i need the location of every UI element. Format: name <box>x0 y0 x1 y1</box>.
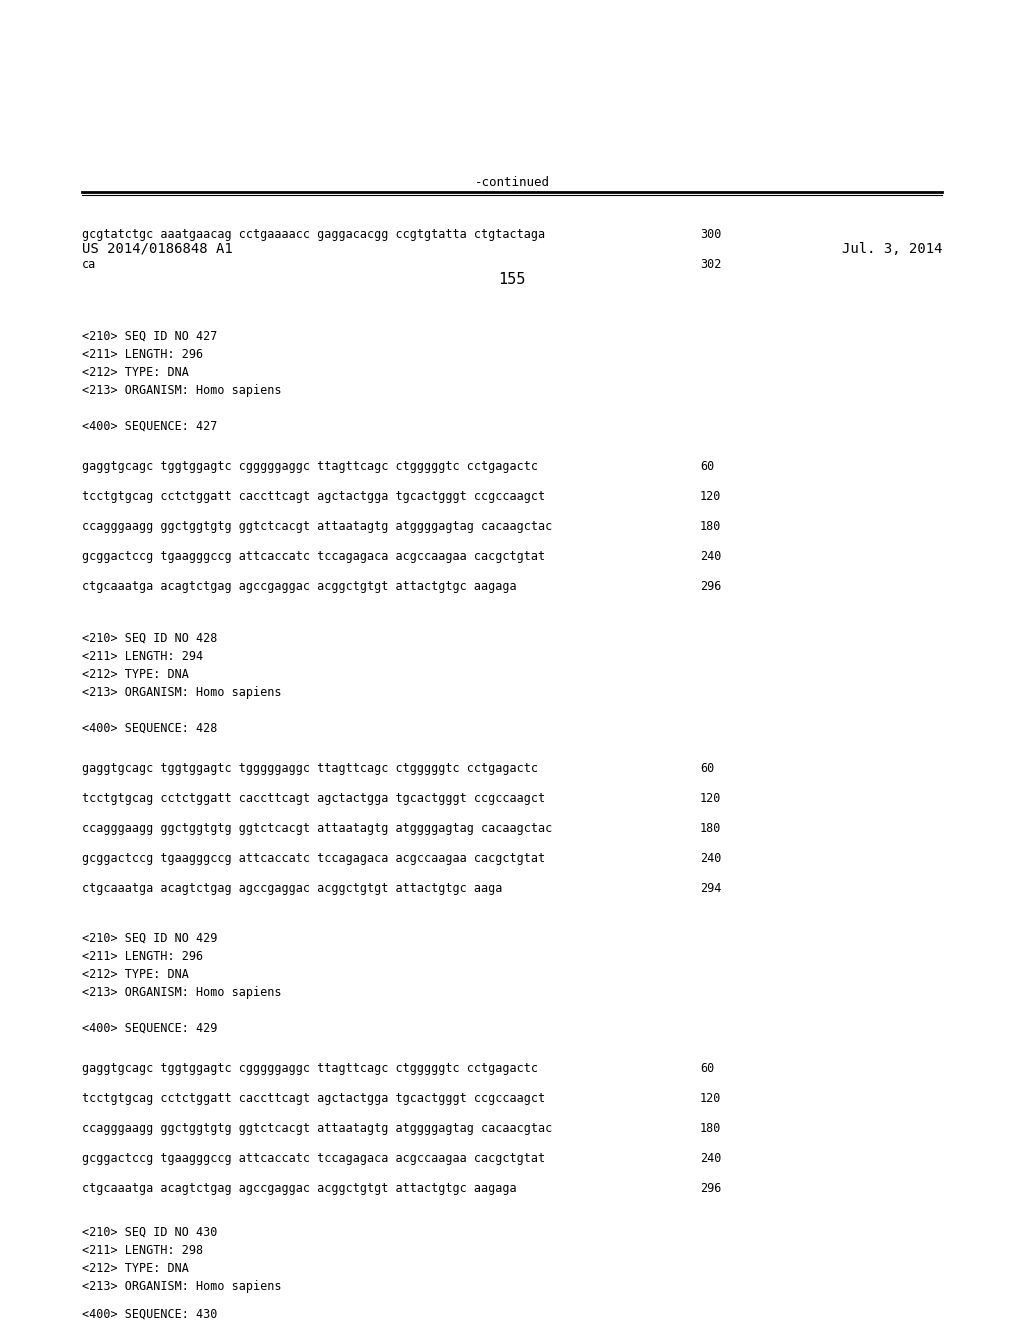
Text: gaggtgcagc tggtggagtc tgggggaggc ttagttcagc ctgggggtc cctgagactc: gaggtgcagc tggtggagtc tgggggaggc ttagttc… <box>82 762 538 775</box>
Text: 60: 60 <box>700 1063 715 1074</box>
Text: tcctgtgcag cctctggatt caccttcagt agctactgga tgcactgggt ccgccaagct: tcctgtgcag cctctggatt caccttcagt agctact… <box>82 490 545 503</box>
Text: 120: 120 <box>700 490 721 503</box>
Text: <212> TYPE: DNA: <212> TYPE: DNA <box>82 1262 188 1275</box>
Text: <213> ORGANISM: Homo sapiens: <213> ORGANISM: Homo sapiens <box>82 686 282 700</box>
Text: 155: 155 <box>499 272 525 286</box>
Text: <400> SEQUENCE: 430: <400> SEQUENCE: 430 <box>82 1308 217 1320</box>
Text: 60: 60 <box>700 762 715 775</box>
Text: US 2014/0186848 A1: US 2014/0186848 A1 <box>82 242 232 256</box>
Text: <211> LENGTH: 294: <211> LENGTH: 294 <box>82 649 203 663</box>
Text: <211> LENGTH: 296: <211> LENGTH: 296 <box>82 950 203 964</box>
Text: gcgtatctgc aaatgaacag cctgaaaacc gaggacacgg ccgtgtatta ctgtactaga: gcgtatctgc aaatgaacag cctgaaaacc gaggaca… <box>82 228 545 242</box>
Text: <210> SEQ ID NO 427: <210> SEQ ID NO 427 <box>82 330 217 343</box>
Text: <210> SEQ ID NO 428: <210> SEQ ID NO 428 <box>82 632 217 645</box>
Text: <400> SEQUENCE: 428: <400> SEQUENCE: 428 <box>82 722 217 735</box>
Text: <210> SEQ ID NO 429: <210> SEQ ID NO 429 <box>82 932 217 945</box>
Text: 294: 294 <box>700 882 721 895</box>
Text: <213> ORGANISM: Homo sapiens: <213> ORGANISM: Homo sapiens <box>82 986 282 999</box>
Text: 120: 120 <box>700 792 721 805</box>
Text: gaggtgcagc tggtggagtc cgggggaggc ttagttcagc ctgggggtc cctgagactc: gaggtgcagc tggtggagtc cgggggaggc ttagttc… <box>82 1063 538 1074</box>
Text: 240: 240 <box>700 550 721 564</box>
Text: tcctgtgcag cctctggatt caccttcagt agctactgga tgcactgggt ccgccaagct: tcctgtgcag cctctggatt caccttcagt agctact… <box>82 792 545 805</box>
Text: 296: 296 <box>700 1181 721 1195</box>
Text: ctgcaaatga acagtctgag agccgaggac acggctgtgt attactgtgc aaga: ctgcaaatga acagtctgag agccgaggac acggctg… <box>82 882 503 895</box>
Text: <212> TYPE: DNA: <212> TYPE: DNA <box>82 968 188 981</box>
Text: gcggactccg tgaagggccg attcaccatc tccagagaca acgccaagaa cacgctgtat: gcggactccg tgaagggccg attcaccatc tccagag… <box>82 550 545 564</box>
Text: ccagggaagg ggctggtgtg ggtctcacgt attaatagtg atggggagtag cacaacgtac: ccagggaagg ggctggtgtg ggtctcacgt attaata… <box>82 1122 552 1135</box>
Text: gcggactccg tgaagggccg attcaccatc tccagagaca acgccaagaa cacgctgtat: gcggactccg tgaagggccg attcaccatc tccagag… <box>82 851 545 865</box>
Text: 240: 240 <box>700 1152 721 1166</box>
Text: 180: 180 <box>700 1122 721 1135</box>
Text: <210> SEQ ID NO 430: <210> SEQ ID NO 430 <box>82 1226 217 1239</box>
Text: <400> SEQUENCE: 429: <400> SEQUENCE: 429 <box>82 1022 217 1035</box>
Text: Jul. 3, 2014: Jul. 3, 2014 <box>842 242 942 256</box>
Text: 60: 60 <box>700 459 715 473</box>
Text: 300: 300 <box>700 228 721 242</box>
Text: <400> SEQUENCE: 427: <400> SEQUENCE: 427 <box>82 420 217 433</box>
Text: tcctgtgcag cctctggatt caccttcagt agctactgga tgcactgggt ccgccaagct: tcctgtgcag cctctggatt caccttcagt agctact… <box>82 1092 545 1105</box>
Text: <211> LENGTH: 296: <211> LENGTH: 296 <box>82 348 203 360</box>
Text: 302: 302 <box>700 257 721 271</box>
Text: 240: 240 <box>700 851 721 865</box>
Text: ca: ca <box>82 257 96 271</box>
Text: -continued: -continued <box>474 176 550 189</box>
Text: ctgcaaatga acagtctgag agccgaggac acggctgtgt attactgtgc aagaga: ctgcaaatga acagtctgag agccgaggac acggctg… <box>82 579 517 593</box>
Text: <213> ORGANISM: Homo sapiens: <213> ORGANISM: Homo sapiens <box>82 384 282 397</box>
Text: 120: 120 <box>700 1092 721 1105</box>
Text: 296: 296 <box>700 579 721 593</box>
Text: gaggtgcagc tggtggagtc cgggggaggc ttagttcagc ctgggggtc cctgagactc: gaggtgcagc tggtggagtc cgggggaggc ttagttc… <box>82 459 538 473</box>
Text: ctgcaaatga acagtctgag agccgaggac acggctgtgt attactgtgc aagaga: ctgcaaatga acagtctgag agccgaggac acggctg… <box>82 1181 517 1195</box>
Text: ccagggaagg ggctggtgtg ggtctcacgt attaatagtg atggggagtag cacaagctac: ccagggaagg ggctggtgtg ggtctcacgt attaata… <box>82 520 552 533</box>
Text: <212> TYPE: DNA: <212> TYPE: DNA <box>82 668 188 681</box>
Text: ccagggaagg ggctggtgtg ggtctcacgt attaatagtg atggggagtag cacaagctac: ccagggaagg ggctggtgtg ggtctcacgt attaata… <box>82 822 552 836</box>
Text: <213> ORGANISM: Homo sapiens: <213> ORGANISM: Homo sapiens <box>82 1280 282 1294</box>
Text: <211> LENGTH: 298: <211> LENGTH: 298 <box>82 1243 203 1257</box>
Text: gcggactccg tgaagggccg attcaccatc tccagagaca acgccaagaa cacgctgtat: gcggactccg tgaagggccg attcaccatc tccagag… <box>82 1152 545 1166</box>
Text: 180: 180 <box>700 822 721 836</box>
Text: 180: 180 <box>700 520 721 533</box>
Text: <212> TYPE: DNA: <212> TYPE: DNA <box>82 366 188 379</box>
